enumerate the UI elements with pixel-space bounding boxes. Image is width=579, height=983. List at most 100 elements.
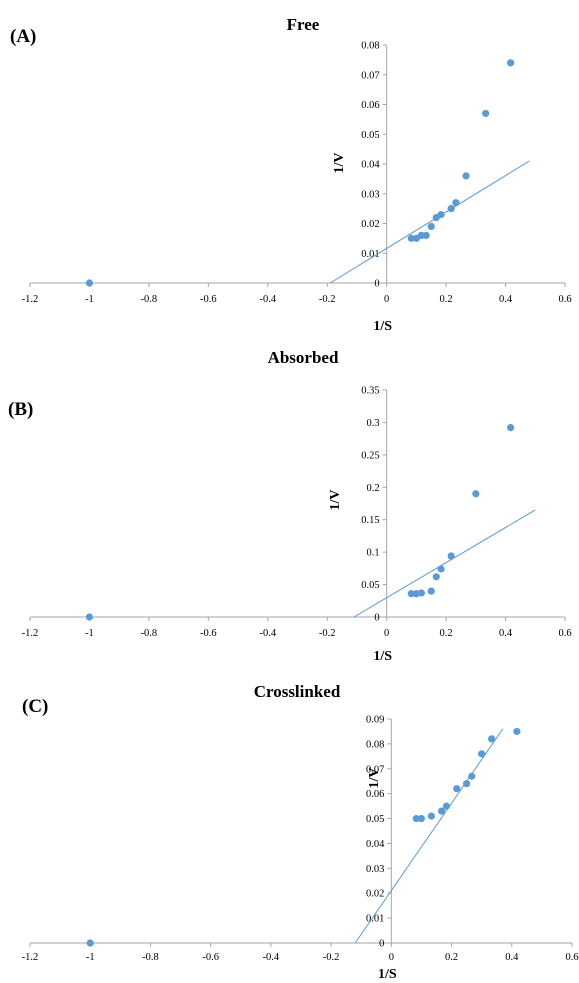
- trendline: [354, 728, 504, 944]
- data-point: [417, 814, 426, 823]
- data-point: [438, 807, 446, 815]
- x-tick-label: 0.4: [505, 952, 519, 963]
- x-tick-label: 0.6: [558, 628, 571, 639]
- panel-label: (A): [10, 26, 36, 47]
- y-axis-title: 1/V: [332, 153, 347, 174]
- x-tick-label: 0: [389, 952, 394, 963]
- x-tick-label: -0.2: [319, 294, 336, 305]
- y-tick-label: 0.08: [361, 41, 379, 52]
- trendline: [329, 160, 530, 284]
- y-tick-label: 0.01: [366, 914, 384, 925]
- y-tick-label: 0.06: [361, 100, 379, 111]
- trendline: [353, 509, 536, 618]
- x-tick-label: -0.4: [259, 628, 276, 639]
- data-point: [427, 587, 435, 595]
- chart-panel-1: -1.2 -1 -0.8 -0.6 -0.4 -0.2 0 0.2 0.4 0.6 0 0.01 0.0…: [10, 15, 572, 334]
- x-tick-label: 0.4: [499, 294, 513, 305]
- data-point: [447, 552, 455, 560]
- x-axis-title: 1/S: [373, 649, 392, 664]
- x-tick-label: 0: [384, 628, 389, 639]
- panel-label: (B): [8, 399, 33, 420]
- y-tick-label: 0.05: [366, 814, 384, 825]
- data-point: [463, 780, 471, 788]
- y-tick-label: 0.01: [361, 249, 379, 260]
- y-tick-label: 0.2: [367, 483, 380, 494]
- y-tick-label: 0.35: [361, 386, 379, 397]
- y-tick-label: 0.05: [361, 580, 379, 591]
- data-point: [452, 199, 460, 207]
- data-point: [417, 589, 426, 597]
- x-tick-label: -0.2: [319, 628, 336, 639]
- x-tick-label: -1: [86, 952, 95, 963]
- data-point: [453, 785, 461, 793]
- y-tick-label: 0.07: [361, 70, 379, 81]
- data-point: [86, 939, 94, 947]
- x-tick-label: -0.2: [323, 952, 340, 963]
- y-tick-label: 0.15: [361, 515, 379, 526]
- x-tick-label: -1.2: [22, 952, 39, 963]
- chart-title: Free: [287, 15, 320, 34]
- data-point: [432, 573, 440, 581]
- y-tick-label: 0.02: [361, 219, 379, 230]
- chart-panel-3: -1.2 -1 -0.8 -0.6 -0.4 -0.2 0 0.2 0.4 0.6 0 0.01 0.0…: [22, 682, 579, 982]
- y-tick-label: 0.3: [367, 418, 380, 429]
- y-axis-title: 1/V: [328, 490, 343, 511]
- y-tick-label: 0: [379, 939, 384, 950]
- x-tick-label: -0.8: [142, 952, 159, 963]
- x-tick-label: -0.8: [141, 294, 158, 305]
- data-point: [482, 109, 490, 118]
- data-point: [427, 222, 435, 231]
- y-tick-label: 0.05: [361, 130, 379, 141]
- data-point: [442, 802, 451, 810]
- panel-label: (C): [22, 696, 48, 717]
- data-point: [507, 59, 515, 67]
- y-tick-label: 0: [374, 613, 379, 624]
- data-point: [412, 814, 420, 823]
- data-point: [462, 172, 470, 180]
- data-point: [407, 234, 415, 242]
- y-tick-label: 0: [374, 279, 379, 290]
- data-point: [468, 772, 476, 780]
- data-point: [427, 812, 435, 820]
- data-point: [513, 727, 521, 736]
- y-tick-label: 0.25: [361, 450, 379, 461]
- y-tick-label: 0.06: [366, 789, 384, 800]
- y-tick-label: 0.1: [367, 548, 380, 559]
- y-tick-label: 0.09: [366, 715, 384, 726]
- x-tick-label: 0: [384, 294, 389, 305]
- x-tick-label: -1: [85, 628, 94, 639]
- y-tick-label: 0.03: [366, 864, 384, 875]
- data-point: [85, 613, 94, 621]
- data-point: [422, 231, 430, 239]
- x-tick-label: 0.2: [440, 628, 453, 639]
- x-tick-label: -1.2: [22, 294, 39, 305]
- x-tick-label: -0.8: [141, 628, 158, 639]
- x-tick-label: 0.6: [565, 952, 578, 963]
- x-tick-label: -0.6: [202, 952, 219, 963]
- data-point: [488, 735, 496, 743]
- x-tick-label: -0.4: [263, 952, 280, 963]
- x-tick-label: 0.4: [499, 628, 513, 639]
- data-point: [447, 205, 455, 213]
- y-tick-label: 0.08: [366, 739, 384, 750]
- x-axis-title: 1/S: [378, 967, 397, 982]
- y-tick-label: 0.07: [366, 764, 384, 775]
- chart-panel-2: -1.2 -1 -0.8 -0.6 -0.4 -0.2 0 0.2 0.4 0.6 0 0.05 0.1…: [8, 348, 572, 664]
- x-tick-label: -1.2: [22, 628, 39, 639]
- x-axis-title: 1/S: [373, 319, 392, 334]
- data-point: [407, 590, 415, 598]
- x-tick-label: 0.2: [445, 952, 458, 963]
- chart-title: Crosslinked: [254, 682, 341, 701]
- data-point: [478, 750, 486, 758]
- y-tick-label: 0.03: [361, 189, 379, 200]
- data-point: [472, 490, 480, 498]
- data-point: [437, 210, 445, 219]
- chart-title: Absorbed: [268, 348, 339, 367]
- data-point: [85, 279, 94, 287]
- y-tick-label: 0.04: [361, 160, 380, 171]
- x-tick-label: 0.2: [440, 294, 453, 305]
- y-tick-label: 0.04: [366, 839, 385, 850]
- x-tick-label: -0.6: [200, 294, 217, 305]
- x-tick-label: -0.4: [259, 294, 276, 305]
